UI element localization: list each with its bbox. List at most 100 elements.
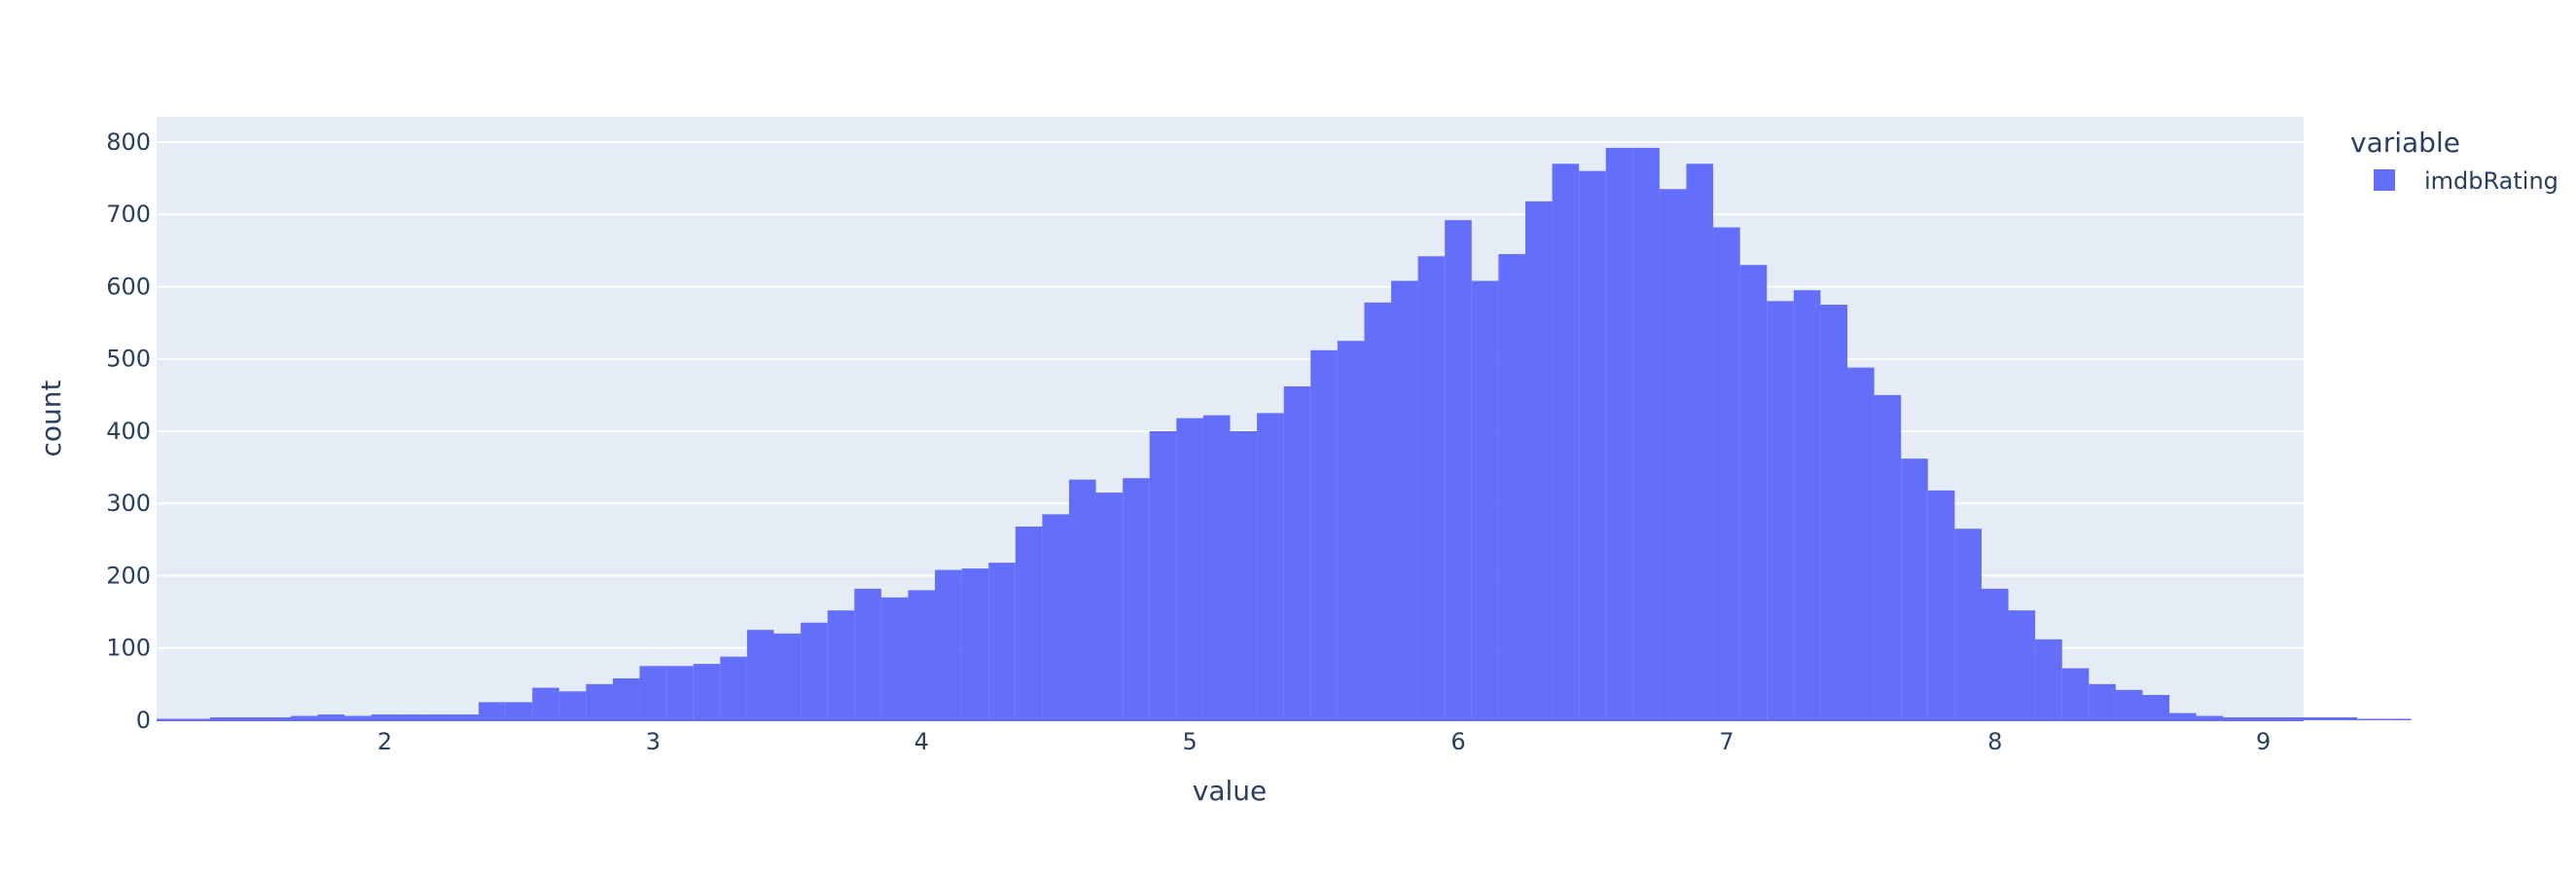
histogram-bar[interactable] xyxy=(586,683,613,720)
x-tick-label: 8 xyxy=(1987,728,2002,755)
histogram-bar[interactable] xyxy=(612,677,640,720)
histogram-bar[interactable] xyxy=(2169,712,2197,720)
histogram-bar[interactable] xyxy=(1042,514,1069,720)
histogram-bar[interactable] xyxy=(988,563,1016,720)
histogram-bar[interactable] xyxy=(1605,147,1633,720)
histogram-bar[interactable] xyxy=(424,714,452,720)
histogram-bar[interactable] xyxy=(505,702,533,720)
histogram-bar[interactable] xyxy=(639,666,667,720)
histogram-bar[interactable] xyxy=(1123,478,1150,720)
histogram-bar[interactable] xyxy=(854,588,881,720)
histogram-bar[interactable] xyxy=(2223,717,2250,720)
histogram-bar[interactable] xyxy=(344,715,372,720)
histogram-bar[interactable] xyxy=(2061,668,2090,720)
histogram-bar[interactable] xyxy=(1579,170,1606,721)
histogram-bar[interactable] xyxy=(773,633,802,720)
histogram-bar[interactable] xyxy=(1981,588,2009,720)
histogram-bar[interactable] xyxy=(1068,479,1096,720)
histogram-bar[interactable] xyxy=(1095,493,1124,720)
histogram-bar[interactable] xyxy=(1847,367,1875,720)
legend-swatch-imdbrating[interactable] xyxy=(2374,169,2395,191)
histogram-bar[interactable] xyxy=(1927,490,1955,720)
histogram-bar[interactable] xyxy=(961,568,989,720)
x-tick-label: 7 xyxy=(1719,728,1734,755)
histogram-bar[interactable] xyxy=(1149,430,1177,720)
histogram-bar[interactable] xyxy=(1552,164,1580,720)
y-tick-label: 500 xyxy=(106,346,151,373)
x-tick-label: 3 xyxy=(646,728,661,755)
histogram-bar[interactable] xyxy=(2330,717,2358,720)
histogram-bar[interactable] xyxy=(1202,415,1231,720)
histogram-bar[interactable] xyxy=(801,622,828,720)
histogram-bar[interactable] xyxy=(2357,718,2384,720)
histogram-bar[interactable] xyxy=(1874,394,1902,720)
histogram-bar[interactable] xyxy=(1659,189,1687,721)
x-tick-label: 9 xyxy=(2256,728,2271,755)
histogram-bar[interactable] xyxy=(1901,458,1928,720)
histogram-bar[interactable] xyxy=(746,630,774,720)
histogram-bar[interactable] xyxy=(935,569,962,720)
histogram-bar[interactable] xyxy=(532,687,559,720)
histogram-bar[interactable] xyxy=(880,597,909,720)
y-axis-ticks: 0 100 200 300 400 500 600 700 800 xyxy=(106,128,151,734)
histogram-bar[interactable] xyxy=(1686,164,1714,720)
histogram-bar[interactable] xyxy=(1524,201,1553,720)
histogram-bar[interactable] xyxy=(2008,610,2036,720)
histogram-bar[interactable] xyxy=(1954,529,1982,720)
histogram-bar[interactable] xyxy=(264,717,291,720)
histogram-bar[interactable] xyxy=(2115,689,2143,720)
histogram-bar[interactable] xyxy=(1310,349,1338,720)
histogram-bar[interactable] xyxy=(236,717,265,720)
histogram-bar[interactable] xyxy=(908,590,936,720)
histogram-bar[interactable] xyxy=(1337,341,1365,720)
histogram-bar[interactable] xyxy=(666,666,694,720)
y-tick-label: 200 xyxy=(106,562,151,589)
y-tick-label: 300 xyxy=(106,490,151,517)
histogram-bar[interactable] xyxy=(2035,639,2062,720)
x-tick-label: 5 xyxy=(1182,728,1197,755)
x-axis-ticks: 2 3 4 5 6 7 8 9 xyxy=(377,728,2271,755)
histogram-bar[interactable] xyxy=(371,714,399,720)
histogram-bar[interactable] xyxy=(2304,717,2331,720)
histogram-bar[interactable] xyxy=(398,714,425,720)
histogram-bar[interactable] xyxy=(479,702,506,720)
histogram-bar[interactable] xyxy=(1364,302,1392,720)
histogram-bar[interactable] xyxy=(1498,254,1525,720)
histogram-bar[interactable] xyxy=(1391,280,1418,720)
histogram-bar[interactable] xyxy=(1471,280,1499,720)
histogram-bar[interactable] xyxy=(1632,147,1660,720)
legend[interactable]: variable imdbRating xyxy=(2350,127,2558,195)
histogram-bar[interactable] xyxy=(693,664,721,720)
histogram-bar[interactable] xyxy=(451,714,480,720)
legend-item-imdbrating[interactable]: imdbRating xyxy=(2424,167,2558,195)
histogram-bar[interactable] xyxy=(720,656,747,720)
histogram-bar[interactable] xyxy=(1257,413,1284,720)
histogram-bar[interactable] xyxy=(1176,418,1203,720)
histogram-bar[interactable] xyxy=(1283,385,1311,720)
histogram-bar[interactable] xyxy=(1015,527,1043,720)
histogram-bar[interactable] xyxy=(1820,305,1848,720)
histogram-bar[interactable] xyxy=(827,610,855,720)
histogram-bar[interactable] xyxy=(2196,715,2224,720)
histogram-bar[interactable] xyxy=(290,715,318,720)
histogram-bar[interactable] xyxy=(1445,220,1472,721)
histogram-bar[interactable] xyxy=(2276,717,2304,720)
y-axis-title: count xyxy=(35,380,67,456)
histogram-bar[interactable] xyxy=(2249,717,2277,720)
histogram-bar[interactable] xyxy=(317,714,345,720)
histogram-bar[interactable] xyxy=(558,691,587,720)
histogram-bar[interactable] xyxy=(2142,695,2170,720)
histogram-bar[interactable] xyxy=(2383,718,2412,720)
histogram-bar[interactable] xyxy=(210,717,237,720)
histogram-bar[interactable] xyxy=(1793,290,1821,720)
y-tick-label: 700 xyxy=(106,201,151,228)
histogram-bar[interactable] xyxy=(1417,256,1446,720)
legend-title: variable xyxy=(2350,127,2460,159)
histogram-bar[interactable] xyxy=(1767,301,1794,720)
histogram-bar[interactable] xyxy=(1739,265,1768,720)
histogram-bar[interactable] xyxy=(2089,683,2116,720)
histogram-bar[interactable] xyxy=(1713,227,1740,720)
x-tick-label: 2 xyxy=(377,728,392,755)
histogram-bar[interactable] xyxy=(1230,430,1258,720)
